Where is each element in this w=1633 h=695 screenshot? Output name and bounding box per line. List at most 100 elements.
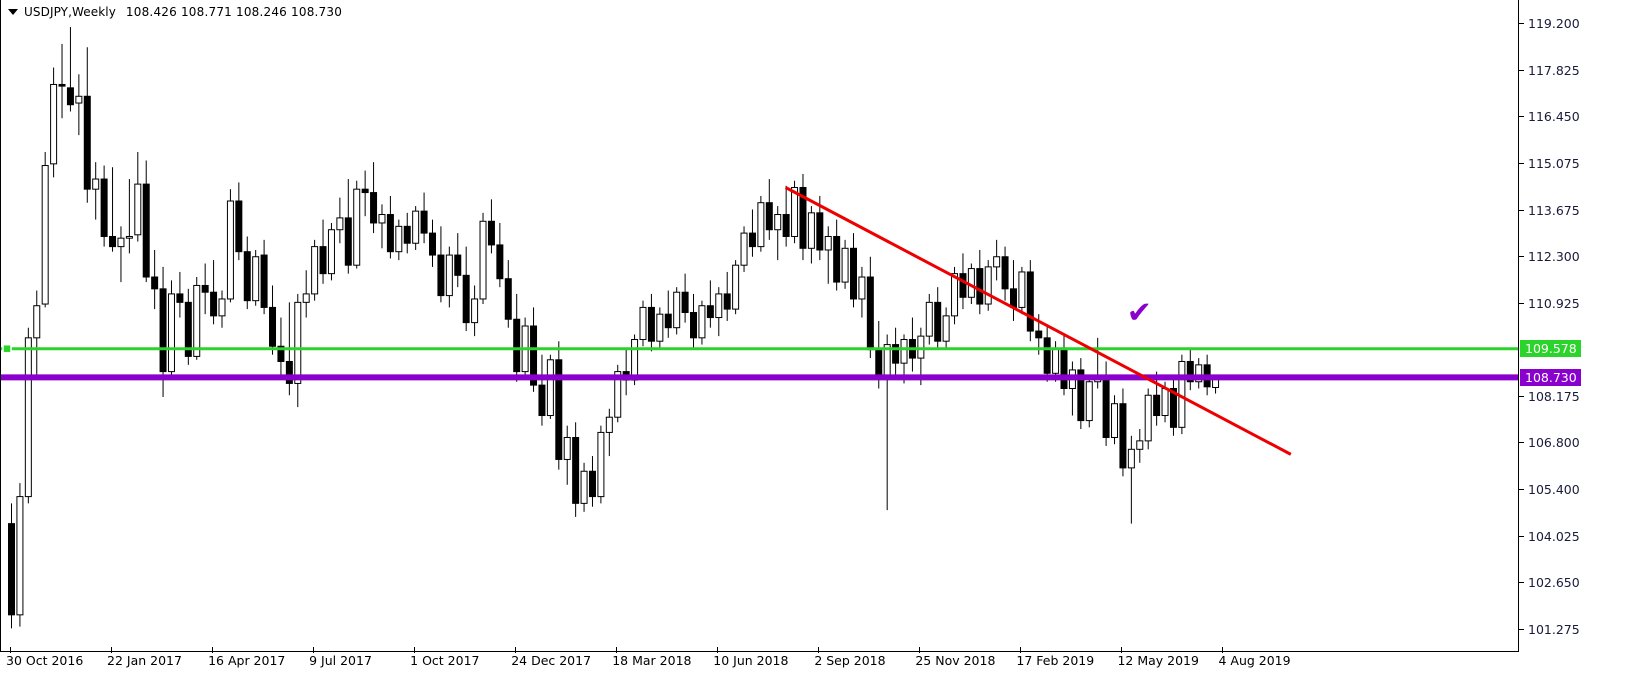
candle [1153, 371, 1161, 426]
tick-mark [1519, 162, 1524, 164]
candle [403, 212, 411, 254]
candle [58, 43, 66, 119]
candle [976, 249, 984, 315]
time-tick-mark [616, 647, 618, 653]
candle [75, 74, 83, 136]
candle [572, 422, 580, 517]
checkmark-icon[interactable]: ✔ [1127, 296, 1152, 331]
descending-resistance-trendline[interactable] [784, 186, 1292, 456]
candle [83, 47, 91, 203]
level-value-text: 108.730 [1525, 369, 1577, 385]
price-tick: 113.675 [1519, 203, 1580, 218]
time-tick-mark [717, 647, 719, 653]
price-tick-label: 106.800 [1528, 435, 1580, 451]
price-tick-label: 104.025 [1528, 528, 1580, 544]
candle [984, 260, 992, 311]
candle [226, 189, 234, 303]
tick-mark [1519, 489, 1524, 491]
candle [50, 67, 58, 178]
candle [327, 222, 335, 281]
chart-plot-area[interactable]: ✔ [0, 0, 1518, 652]
purple-level-label[interactable]: 108.730 [1520, 368, 1581, 386]
candle [622, 347, 630, 396]
green-level-label[interactable]: 109.578 [1520, 340, 1581, 358]
drawing-objects-layer[interactable]: ✔ [1, 186, 1518, 456]
candle [757, 195, 765, 252]
tick-mark [1519, 69, 1524, 71]
candle [706, 280, 714, 328]
candle [1018, 266, 1026, 315]
candle [496, 222, 504, 288]
candle [1043, 324, 1051, 382]
candle [1144, 388, 1152, 450]
candle [841, 239, 849, 289]
candle [420, 192, 428, 244]
time-tick-mark [212, 647, 214, 653]
candle [698, 300, 706, 345]
candle [748, 209, 756, 257]
candle [1136, 429, 1144, 463]
time-tick-label: 10 Jun 2018 [713, 653, 789, 668]
time-tick-label: 18 Mar 2018 [612, 653, 692, 668]
candle [319, 219, 327, 284]
time-tick-label: 1 Oct 2017 [410, 653, 480, 668]
candle [833, 219, 841, 291]
candle [1026, 260, 1034, 342]
time-tick-label: 22 Jan 2017 [107, 653, 182, 668]
time-tick-mark [515, 647, 517, 653]
candle [850, 233, 857, 308]
price-tick: 108.175 [1519, 389, 1580, 404]
candle [260, 239, 268, 315]
candle [361, 170, 369, 217]
candle [33, 290, 41, 379]
time-tick-label: 24 Dec 2017 [511, 653, 592, 668]
time-tick-mark [1121, 647, 1123, 653]
time-tick-label: 30 Oct 2016 [6, 653, 84, 668]
candle [513, 293, 521, 382]
time-axis[interactable]: 30 Oct 2016 22 Jan 2017 16 Apr 2017 9 Jul 2… [0, 647, 1518, 695]
tick-mark [1519, 256, 1524, 258]
symbol-timeframe-label: USDJPY,Weekly [24, 5, 116, 19]
candle [1102, 361, 1110, 446]
candle [807, 206, 815, 264]
candle [892, 327, 900, 375]
candle [605, 408, 613, 457]
candle [774, 206, 782, 261]
candle [934, 287, 942, 350]
candle [66, 27, 74, 112]
time-tick-label: 9 Jul 2017 [309, 653, 372, 668]
time-tick-mark [1020, 647, 1022, 653]
candle [243, 236, 251, 310]
candle [1127, 435, 1135, 524]
candle [445, 246, 453, 308]
candle [866, 256, 874, 359]
candle [344, 179, 352, 274]
triangle-down-icon[interactable] [8, 9, 18, 15]
tick-mark [1519, 628, 1524, 630]
candle [201, 263, 209, 315]
time-tick-mark [111, 647, 113, 653]
tick-mark [1519, 442, 1524, 444]
candle [176, 271, 184, 318]
price-tick: 115.075 [1519, 156, 1580, 171]
price-tick-label: 102.650 [1528, 575, 1580, 591]
price-tick: 104.025 [1519, 528, 1580, 544]
candle [732, 260, 740, 315]
chart-canvas: ✔ [1, 27, 1518, 629]
tick-mark [1519, 535, 1524, 537]
candle [1068, 361, 1076, 416]
candle [925, 293, 933, 345]
price-tick: 112.300 [1519, 249, 1580, 264]
line-anchor-handle[interactable] [2, 343, 12, 354]
candle [184, 288, 192, 365]
candle [336, 197, 344, 244]
candle [1009, 260, 1017, 321]
candle [429, 219, 436, 267]
candle [639, 300, 647, 347]
price-axis[interactable]: 119.200 117.825 116.450 115.075 113.675 112.3… [1518, 0, 1633, 652]
price-tick-label: 105.400 [1528, 482, 1580, 498]
candle [370, 162, 378, 234]
candle [563, 425, 571, 485]
candle [193, 277, 201, 360]
